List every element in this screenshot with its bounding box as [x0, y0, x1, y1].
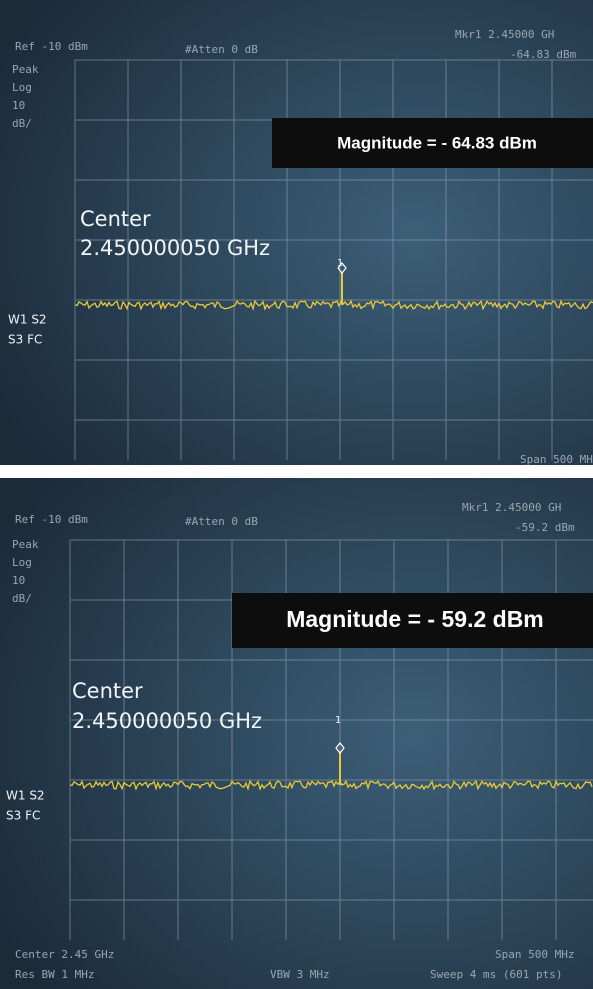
- center-freq: 2.450000050 GHz: [72, 709, 262, 733]
- screen-2: [0, 478, 593, 989]
- attenuation: #Atten 0 dB: [185, 43, 258, 56]
- magnitude: Magnitude = - 64.83 dBm: [337, 133, 537, 152]
- scale: Peak: [12, 538, 39, 551]
- scale: dB/: [12, 592, 32, 605]
- center-label: Center: [80, 207, 151, 231]
- screenshot: Ref -10 dBm #Atten 0 dB Mkr1 2.45000 GH …: [0, 0, 593, 989]
- ref-level: Ref -10 dBm: [15, 513, 88, 526]
- footer: Span 500 MHz: [495, 948, 574, 961]
- footer: Center 2.45 GHz: [15, 948, 114, 961]
- scale: Log: [12, 556, 32, 569]
- magnitude: Magnitude = - 59.2 dBm: [286, 606, 544, 632]
- trace-label: S3 FC: [6, 809, 40, 823]
- scale: Peak: [12, 63, 39, 76]
- footer: Span 500 MHz: [520, 453, 593, 466]
- trace-label: W1 S2: [6, 789, 45, 803]
- center-label: Center: [72, 679, 143, 703]
- trace-label: S3 FC: [8, 333, 42, 347]
- marker-id: 1: [337, 258, 343, 269]
- center-freq: 2.450000050 GHz: [80, 236, 270, 260]
- footer: Sweep 4 ms (601 pts): [430, 968, 562, 981]
- footer: VBW 3 MHz: [270, 968, 330, 981]
- ref-level: Ref -10 dBm: [15, 40, 88, 53]
- marker-freq: Mkr1 2.45000 GH: [462, 501, 561, 514]
- marker-level: -59.2 dBm: [515, 521, 575, 534]
- attenuation: #Atten 0 dB: [185, 515, 258, 528]
- footer: Res BW 1 MHz: [15, 968, 94, 981]
- marker-level: -64.83 dBm: [510, 48, 577, 61]
- marker-freq: Mkr1 2.45000 GH: [455, 28, 554, 41]
- scale: 10: [12, 574, 25, 587]
- scale: Log: [12, 81, 32, 94]
- scale: 10: [12, 99, 25, 112]
- screen-1: [0, 0, 593, 465]
- scale: dB/: [12, 117, 32, 130]
- trace-label: W1 S2: [8, 313, 47, 327]
- marker-id: 1: [335, 715, 341, 726]
